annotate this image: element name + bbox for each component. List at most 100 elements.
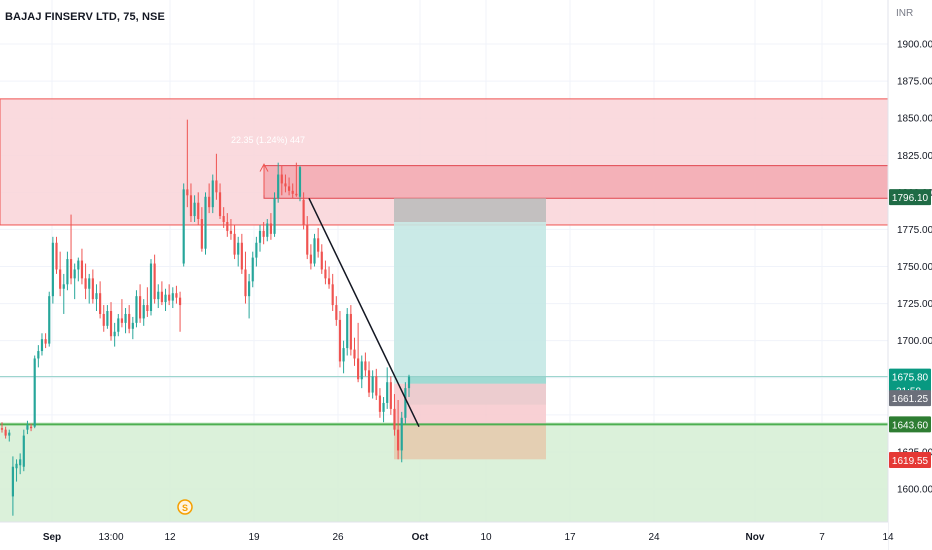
candle-body [327, 278, 331, 285]
candle-body [157, 291, 160, 300]
candle-body [168, 294, 171, 301]
candle-body [59, 269, 62, 289]
candle-body [117, 318, 120, 332]
candle [182, 183, 185, 267]
candle [153, 254, 156, 304]
time-axis-bg [0, 522, 888, 550]
candle [138, 284, 142, 323]
candle [353, 337, 356, 366]
candle [386, 367, 389, 409]
candle [331, 273, 334, 311]
candle [324, 260, 327, 285]
candle [62, 273, 65, 314]
candle [407, 374, 411, 398]
candle [287, 177, 291, 196]
candle-body [331, 284, 334, 306]
candle-body [298, 167, 302, 197]
candle-body [113, 331, 116, 337]
price-tick-label: 1725.00 [897, 299, 932, 310]
candle [389, 376, 392, 415]
candle [280, 165, 283, 196]
trendline[interactable] [308, 197, 420, 428]
candle-body [138, 296, 142, 319]
time-tick-label: Sep [43, 532, 61, 543]
candle [233, 224, 236, 260]
candle-body [229, 230, 233, 234]
candle-body [106, 311, 109, 326]
candle [258, 224, 262, 252]
candle-body [211, 180, 214, 208]
candle-body [99, 293, 102, 314]
candle [131, 316, 134, 340]
candle [22, 429, 25, 472]
candle [44, 333, 47, 349]
candle-body [251, 257, 254, 282]
candle [244, 251, 247, 304]
candle-body [48, 296, 51, 344]
candle [302, 192, 305, 230]
candle [95, 284, 98, 311]
candle-body [204, 196, 207, 249]
candle-body [386, 382, 389, 403]
candle-body [233, 233, 236, 255]
candle-body [291, 190, 294, 194]
candle-body [124, 313, 127, 323]
candle-body [77, 260, 80, 270]
candle-body [171, 293, 174, 301]
candle [59, 251, 62, 297]
drawings[interactable]: 22.35 (1.24%) 447 S [177, 135, 420, 515]
candle [33, 355, 36, 429]
candle-body [382, 402, 385, 412]
candle [66, 251, 69, 291]
candle-body [135, 296, 138, 323]
time-axis[interactable]: Sep 13:00 12 19 26 Oct 10 17 24 Nov 7 14 [0, 521, 894, 550]
candle-body [51, 242, 54, 297]
candle-body [186, 189, 189, 196]
candle [404, 382, 407, 424]
candle-body [309, 254, 312, 264]
candle-body [313, 238, 316, 264]
candle [309, 244, 312, 270]
candle-body [400, 417, 403, 451]
candle-body [164, 294, 167, 303]
position-tool[interactable] [394, 198, 546, 460]
candle [73, 263, 76, 300]
candle [171, 287, 174, 309]
candle-body [215, 180, 218, 193]
candle [0, 422, 4, 433]
candle [124, 308, 127, 334]
marker-1661-label: 1661.25 [889, 390, 931, 407]
candle-body [273, 198, 276, 234]
dividend-marker[interactable]: S [177, 499, 193, 515]
candle [157, 284, 160, 309]
time-tick-label: 26 [332, 532, 344, 543]
candle-body [91, 278, 94, 300]
candle [15, 459, 18, 482]
candle [160, 281, 163, 306]
time-tick-label: 19 [248, 532, 260, 543]
candle [51, 236, 54, 304]
candle-body [208, 196, 211, 208]
candle-body [29, 426, 33, 429]
candle-body [33, 358, 36, 427]
candle [175, 285, 178, 304]
candle-body [360, 361, 363, 380]
candle [397, 400, 400, 460]
candle-body [182, 189, 185, 264]
candle-body [407, 376, 411, 389]
candle-body [280, 174, 283, 184]
candle-body [69, 259, 73, 279]
marker-1643-label-bg [889, 416, 931, 433]
candle-body [218, 192, 222, 217]
candle [4, 426, 7, 439]
candle-body [153, 263, 156, 300]
time-tick-label: 7 [819, 532, 825, 543]
candle-body [66, 259, 69, 285]
candle [37, 345, 40, 368]
marker-1643-label-text: 1643.60 [892, 420, 929, 431]
candle [375, 368, 378, 400]
candle [266, 219, 269, 242]
candle-body [389, 382, 392, 409]
